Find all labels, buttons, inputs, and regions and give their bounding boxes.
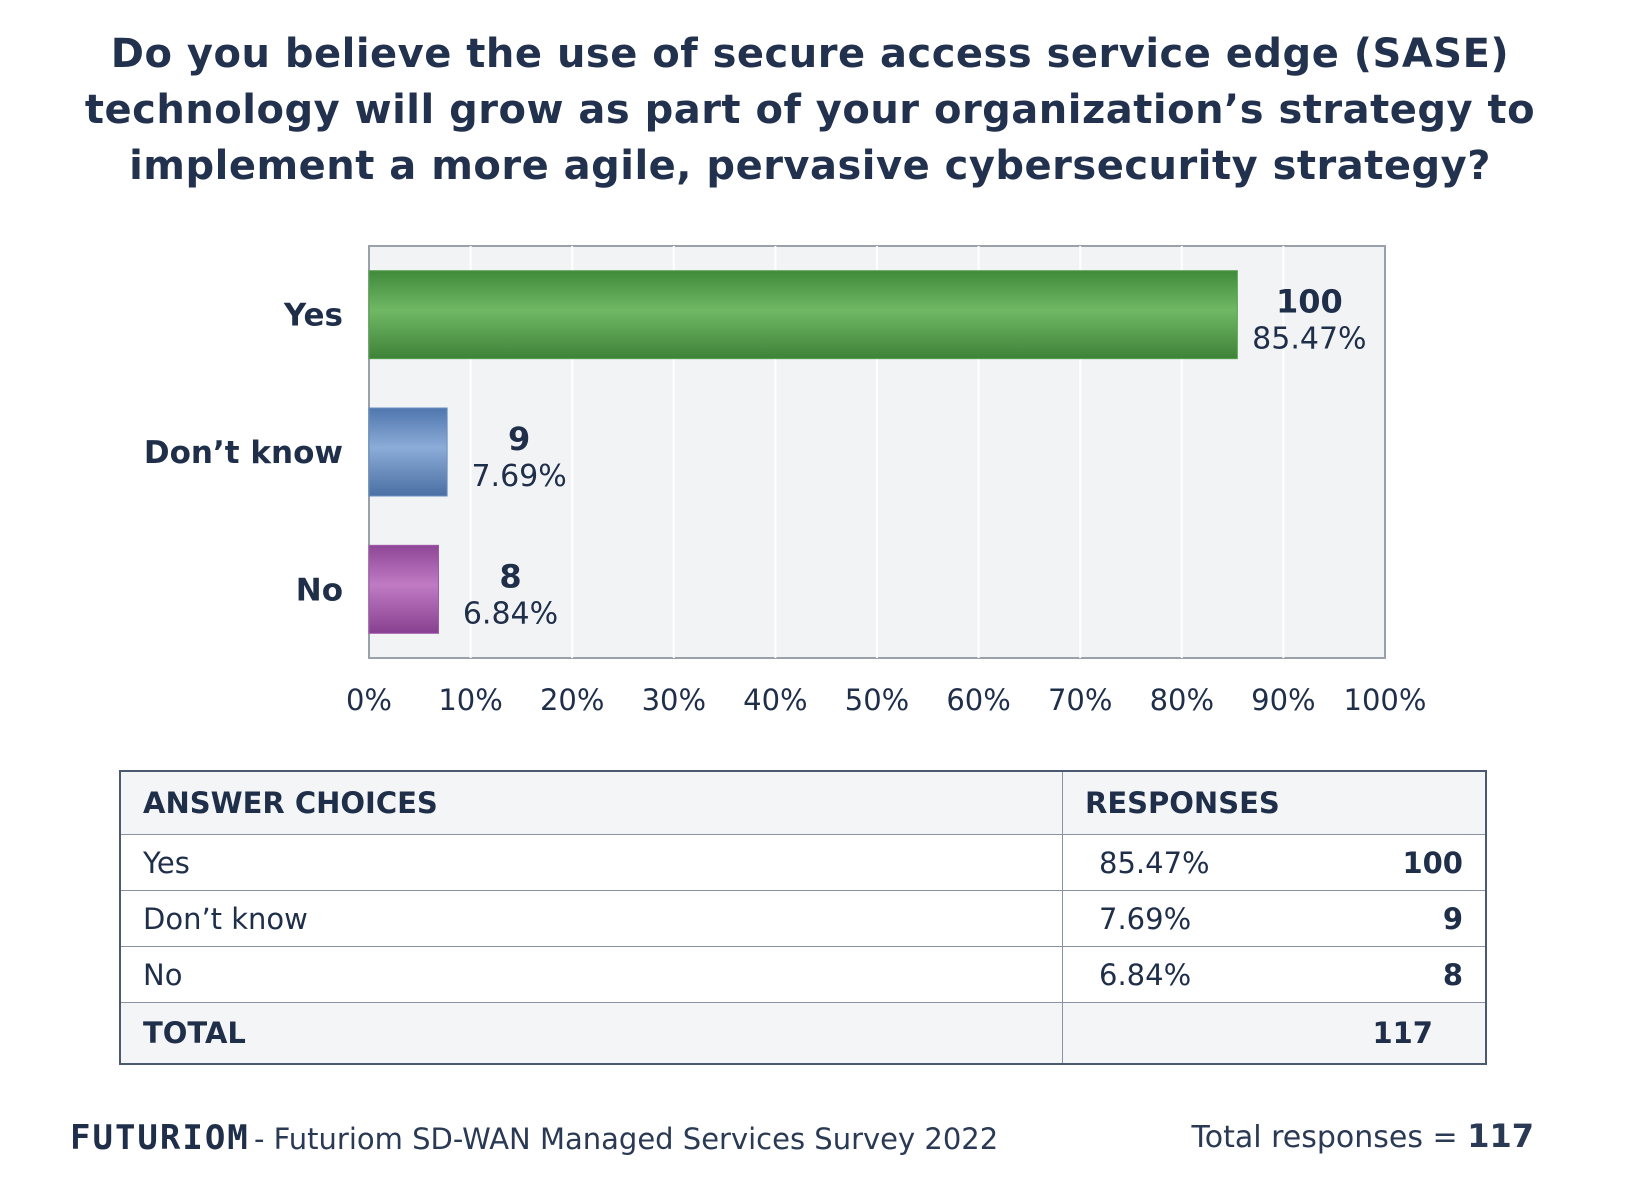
- total-responses-label: Total responses =: [1191, 1120, 1468, 1155]
- table-header-row: ANSWER CHOICES RESPONSES: [119, 770, 1487, 835]
- answer-table: ANSWER CHOICES RESPONSES Yes 85.47% 100 …: [119, 770, 1487, 1065]
- category-label: No: [296, 572, 343, 608]
- futuriom-logo: FUTURIOM: [70, 1118, 250, 1158]
- x-tick-label: 50%: [845, 683, 909, 717]
- category-label: Don’t know: [144, 435, 343, 471]
- x-tick-label: 0%: [346, 683, 392, 717]
- x-tick-label: 70%: [1048, 683, 1112, 717]
- row-choice: Yes: [119, 834, 1063, 891]
- source-note: - Futuriom SD-WAN Managed Services Surve…: [254, 1122, 999, 1156]
- row-percent: 85.47%: [1099, 845, 1210, 880]
- category-label: Yes: [283, 298, 343, 334]
- table-row: Don’t know 7.69% 9: [119, 890, 1487, 947]
- total-value: 117: [1062, 1002, 1487, 1065]
- bar-chart: 0% 10% 20% 30% 40% 50% 60% 70% 80% 90% 100%Yes 1008…: [144, 245, 1427, 717]
- bar-count-label: 8: [499, 557, 521, 595]
- bar-percent-label: 7.69%: [471, 459, 566, 494]
- table-row: Yes 85.47% 100: [119, 834, 1487, 891]
- table-row: No 6.84% 8: [119, 946, 1487, 1003]
- bar-1: [368, 407, 448, 497]
- row-choice: No: [119, 946, 1063, 1003]
- row-choice: Don’t know: [119, 890, 1063, 947]
- x-tick-label: 80%: [1150, 683, 1214, 717]
- x-tick-label: 100%: [1344, 683, 1427, 717]
- x-tick-label: 20%: [540, 683, 604, 717]
- row-response: 6.84% 8: [1062, 946, 1487, 1003]
- header-answer-choices: ANSWER CHOICES: [119, 770, 1063, 835]
- total-responses-value: 117: [1467, 1117, 1534, 1155]
- title-line-2: technology will grow as part of your org…: [84, 87, 1536, 133]
- x-tick-label: 60%: [946, 683, 1010, 717]
- title-line-3: implement a more agile, pervasive cybers…: [129, 143, 1491, 189]
- row-percent: 7.69%: [1099, 901, 1192, 936]
- total-label: TOTAL: [119, 1002, 1063, 1065]
- x-tick-label: 30%: [642, 683, 706, 717]
- row-count: 100: [1402, 845, 1463, 880]
- row-response: 7.69% 9: [1062, 890, 1487, 947]
- x-tick-label: 10%: [438, 683, 502, 717]
- x-tick-label: 90%: [1251, 683, 1315, 717]
- bar-percent-label: 6.84%: [463, 596, 558, 631]
- bar-percent-label: 85.47%: [1252, 322, 1366, 357]
- bar-2: [368, 544, 439, 634]
- bar-0: [368, 270, 1238, 360]
- header-responses: RESPONSES: [1062, 770, 1487, 835]
- chart-title: Do you believe the use of secure access …: [60, 26, 1560, 194]
- row-count: 8: [1442, 957, 1463, 992]
- row-percent: 6.84%: [1099, 957, 1192, 992]
- row-count: 9: [1442, 901, 1463, 936]
- table-total-row: TOTAL 117: [119, 1002, 1487, 1065]
- row-response: 85.47% 100: [1062, 834, 1487, 891]
- bar-count-label: 100: [1276, 283, 1343, 321]
- bar-count-label: 9: [508, 420, 530, 458]
- total-responses: Total responses = 117: [1192, 1117, 1535, 1155]
- x-tick-label: 40%: [743, 683, 807, 717]
- title-line-1: Do you believe the use of secure access …: [110, 31, 1510, 77]
